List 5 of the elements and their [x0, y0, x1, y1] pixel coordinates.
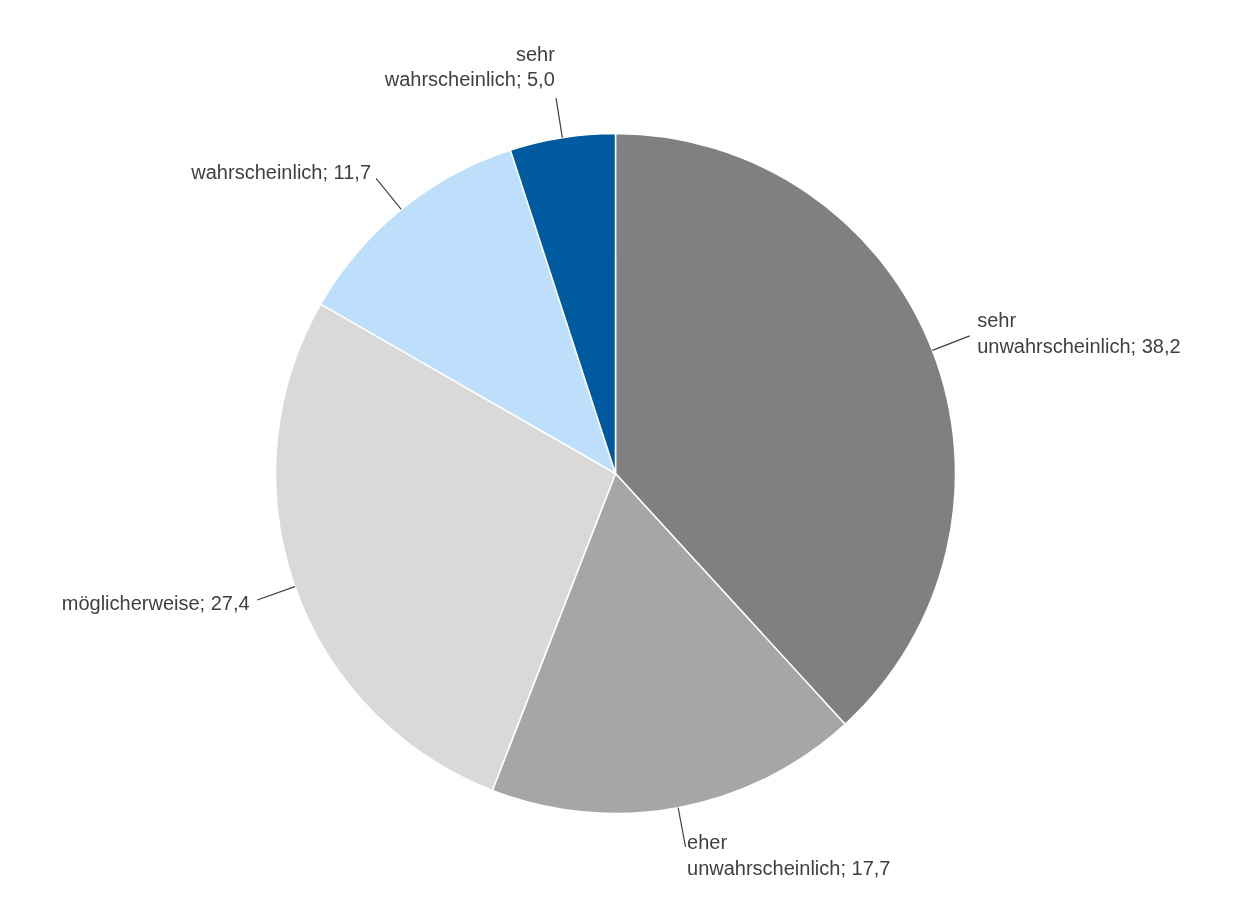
- slice-label: möglicherweise; 27,4: [61, 591, 250, 614]
- slice-label: wahrscheinlich; 11,7: [190, 161, 372, 184]
- slice-label: sehr wahrscheinlich; 5,0: [383, 42, 556, 91]
- slice-label: eher unwahrscheinlich; 17,7: [687, 831, 891, 879]
- slice-label: sehr unwahrscheinlich; 38,2: [977, 309, 1181, 357]
